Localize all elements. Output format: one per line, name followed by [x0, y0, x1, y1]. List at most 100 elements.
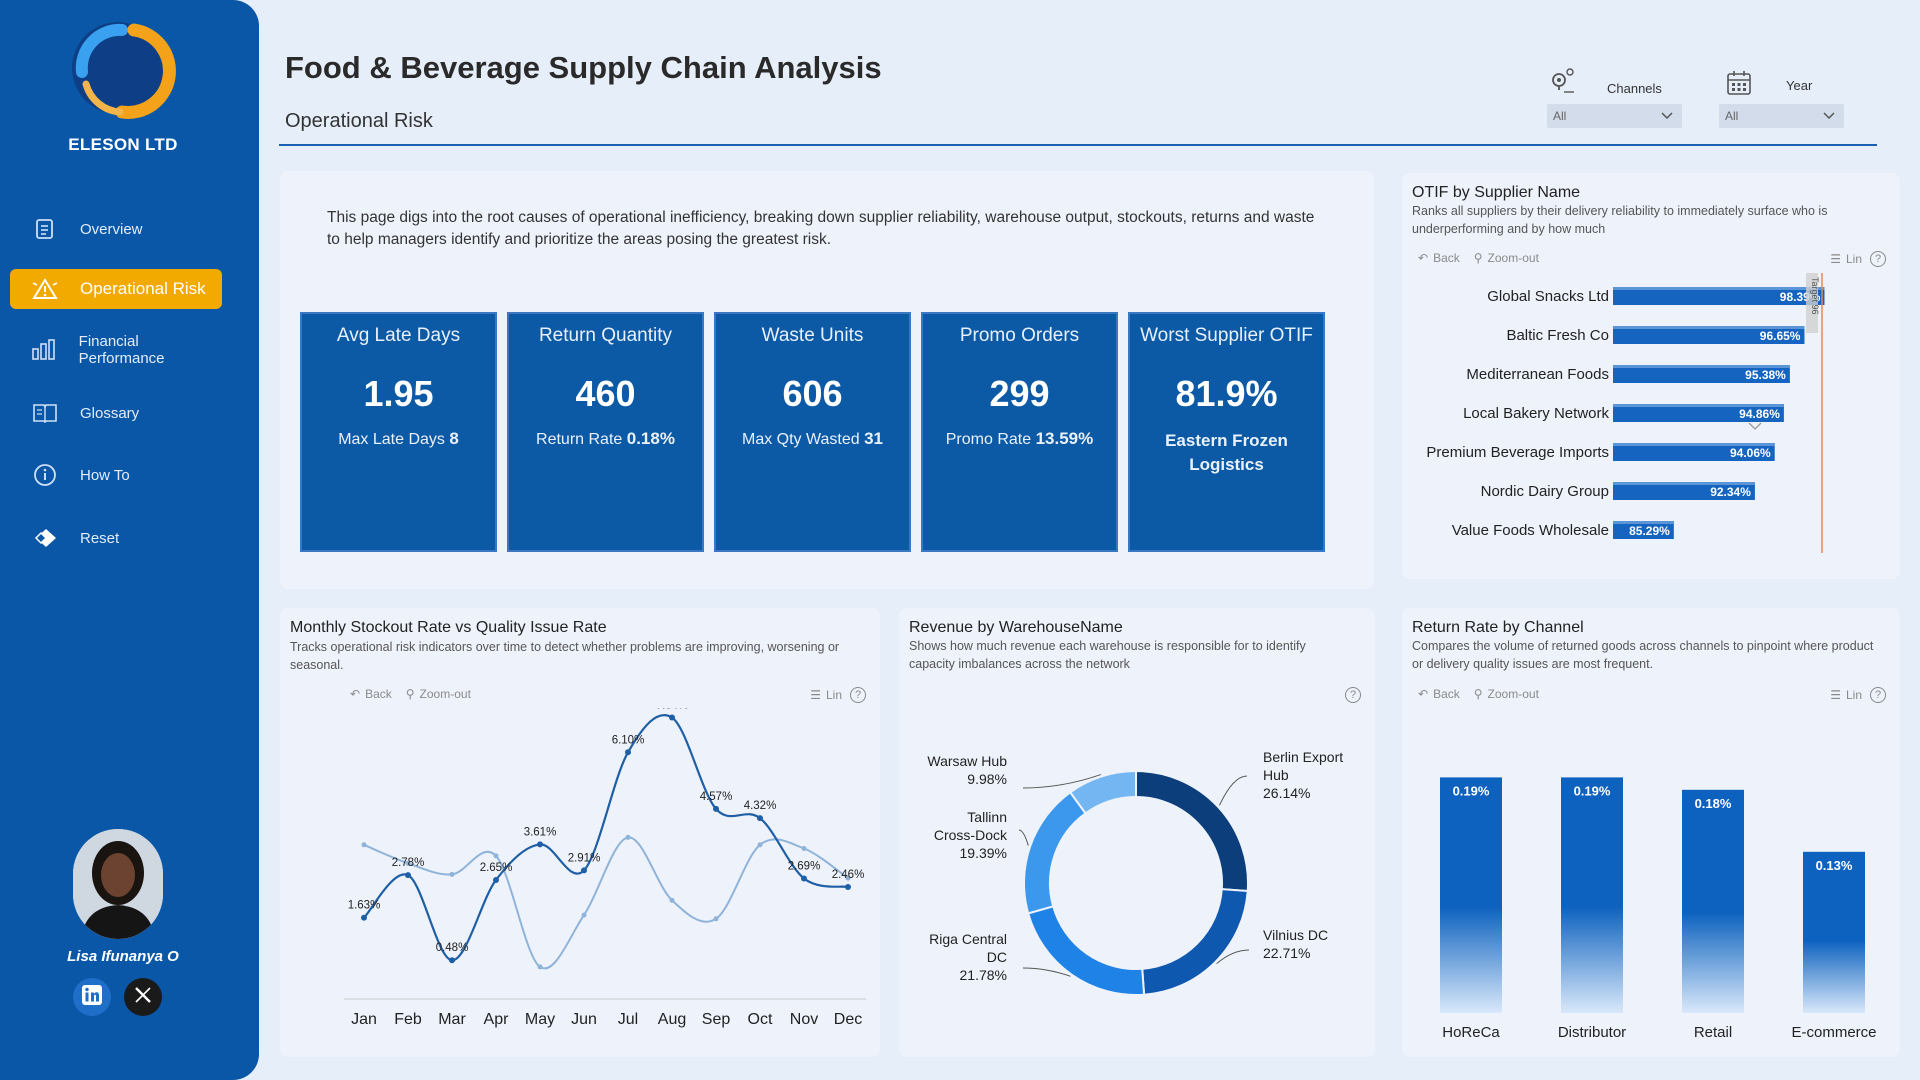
- nav-operational-risk[interactable]: Operational Risk: [10, 269, 222, 309]
- donut-slice: [1141, 888, 1249, 996]
- otif-category-label: Global Snacks Ltd: [1487, 288, 1609, 305]
- nav-reset[interactable]: Reset: [10, 518, 222, 558]
- zoom-out-button[interactable]: ⚲ Zoom-out: [1473, 251, 1539, 265]
- kpi-subtext: Return Rate 0.18%: [536, 429, 675, 448]
- nav-overview-label: Overview: [80, 220, 143, 238]
- list-icon: ☰: [1830, 252, 1841, 266]
- otif-bar-highlight: [1613, 443, 1775, 446]
- kpi-value: 299: [989, 373, 1050, 414]
- otif-category-label: Baltic Fresh Co: [1506, 327, 1609, 344]
- return-rate-data-label: 0.18%: [1695, 796, 1732, 811]
- x-twitter-button[interactable]: [124, 978, 162, 1016]
- channels-filter-select[interactable]: All: [1547, 104, 1682, 128]
- year-filter-select[interactable]: All: [1719, 104, 1844, 128]
- back-button[interactable]: ↶ Back: [1418, 251, 1460, 265]
- help-icon[interactable]: ?: [1870, 687, 1886, 703]
- scale-toggle-button[interactable]: ☰ Lin: [1830, 688, 1862, 702]
- overview-icon: [30, 216, 60, 242]
- x-tick-label: Retail: [1694, 1024, 1732, 1041]
- stockout-rate-point: [625, 749, 631, 756]
- help-icon[interactable]: ?: [1345, 687, 1361, 703]
- stockout-data-label: 4.57%: [700, 791, 733, 803]
- nav-how-to[interactable]: How To: [10, 455, 222, 495]
- nav-overview[interactable]: Overview: [10, 209, 222, 249]
- stockout-rate-point: [669, 714, 675, 721]
- zoom-out-button[interactable]: ⚲ Zoom-out: [405, 687, 471, 701]
- otif-category-label: Value Foods Wholesale: [1452, 522, 1609, 539]
- x-icon: [133, 985, 153, 1010]
- nav-glossary-label: Glossary: [80, 404, 140, 422]
- info-icon: [30, 462, 60, 488]
- donut-leader-line: [1018, 829, 1029, 846]
- linkedin-icon: [81, 984, 103, 1011]
- kpi-value: 606: [782, 373, 843, 414]
- back-arrow-icon: ↶: [350, 687, 361, 701]
- donut-slice-label: Warsaw Hub: [927, 753, 1007, 769]
- quality-issue-point: [449, 871, 455, 877]
- scale-toggle-button[interactable]: ☰ Lin: [1830, 252, 1862, 266]
- page-subtitle: Operational Risk: [285, 110, 433, 132]
- otif-bar-highlight: [1613, 482, 1755, 485]
- donut-leader-line: [1022, 774, 1102, 789]
- linkedin-button[interactable]: [73, 978, 111, 1016]
- stockout-line-chart: Jan Feb Mar Apr May Jun Jul Aug Sep Oct Nov Dec 1.63…: [344, 708, 866, 1028]
- nav-glossary[interactable]: Glossary: [10, 393, 222, 433]
- help-icon[interactable]: ?: [850, 687, 866, 703]
- brand-name: ELESON LTD: [68, 135, 178, 154]
- warning-icon: [30, 276, 60, 302]
- otif-title: OTIF by Supplier Name: [1412, 184, 1581, 201]
- donut-leader-line: [1022, 967, 1071, 977]
- stockout-data-label: 2.46%: [832, 869, 865, 881]
- location-pin-icon: [1548, 66, 1578, 101]
- help-icon[interactable]: ?: [1870, 251, 1886, 267]
- x-tick-label: E-commerce: [1791, 1024, 1876, 1041]
- channels-filter-value: All: [1553, 109, 1567, 123]
- stockout-rate-point: [493, 876, 499, 883]
- stockout-title: Monthly Stockout Rate vs Quality Issue R…: [290, 619, 607, 636]
- scale-toggle-button[interactable]: ☰ Lin: [810, 688, 842, 702]
- otif-toolbar-right: ☰ Lin ?: [1830, 251, 1886, 267]
- zoom-out-button[interactable]: ⚲ Zoom-out: [1473, 687, 1539, 701]
- returns-description: Compares the volume of returned goods ac…: [1412, 639, 1874, 671]
- quality-issue-point: [669, 897, 675, 903]
- stockout-data-label: 1.63%: [348, 900, 381, 912]
- otif-bar: [1613, 482, 1755, 500]
- channels-filter-label: Channels: [1607, 81, 1662, 96]
- stockout-data-label: 0.48%: [436, 942, 469, 954]
- back-arrow-icon: ↶: [1418, 251, 1429, 265]
- finance-icon: [30, 337, 59, 363]
- nav-operational-risk-label: Operational Risk: [80, 279, 206, 298]
- donut-slice-label: 9.98%: [967, 771, 1007, 787]
- returns-card: Return Rate by Channel Compares the volu…: [1402, 608, 1900, 1057]
- otif-bar: [1613, 443, 1775, 461]
- revenue-title: Revenue by WarehouseName: [909, 619, 1123, 636]
- x-tick-label: Feb: [394, 1011, 422, 1028]
- otif-data-label: 94.86%: [1739, 407, 1780, 421]
- back-button[interactable]: ↶ Back: [350, 687, 392, 701]
- book-icon: [30, 400, 60, 426]
- otif-category-label: Local Bakery Network: [1463, 405, 1609, 422]
- kpi-card-return-quantity: Return Quantity 460 Return Rate 0.18%: [507, 312, 704, 552]
- revenue-donut-chart: Berlin Export Hub 26.14% Vilnius DC 22.71% Ri…: [927, 749, 1343, 996]
- author-avatar: [73, 829, 163, 939]
- donut-slice-label: Vilnius DC: [1263, 927, 1328, 943]
- kpi-subtext: Promo Rate 13.59%: [945, 429, 1094, 448]
- back-button[interactable]: ↶ Back: [1418, 687, 1460, 701]
- otif-bar-chart: Global Snacks Ltd 98.39%Baltic Fresh Co 96…: [1426, 273, 1825, 553]
- nav-financial-performance[interactable]: Financial Performance: [10, 330, 222, 370]
- quality-issue-point: [801, 846, 807, 851]
- donut-slice-label: 19.39%: [960, 845, 1007, 861]
- otif-data-label: 96.65%: [1760, 329, 1801, 343]
- author-name: Lisa Ifunanya O: [67, 948, 179, 965]
- intro-text: This page digs into the root causes of o…: [327, 209, 1315, 248]
- stockout-card: Monthly Stockout Rate vs Quality Issue R…: [280, 608, 880, 1057]
- return-rate-data-label: 0.13%: [1816, 858, 1853, 873]
- x-tick-label: Distributor: [1558, 1024, 1626, 1041]
- otif-bar-highlight: [1613, 404, 1784, 407]
- otif-bar: [1613, 326, 1805, 344]
- stockout-data-label: 2.69%: [788, 860, 821, 872]
- stockout-description: Tracks operational risk indicators over …: [290, 640, 840, 672]
- stockout-data-label: 2.65%: [480, 862, 513, 874]
- quality-issue-point: [625, 834, 631, 840]
- x-tick-label: May: [525, 1011, 555, 1028]
